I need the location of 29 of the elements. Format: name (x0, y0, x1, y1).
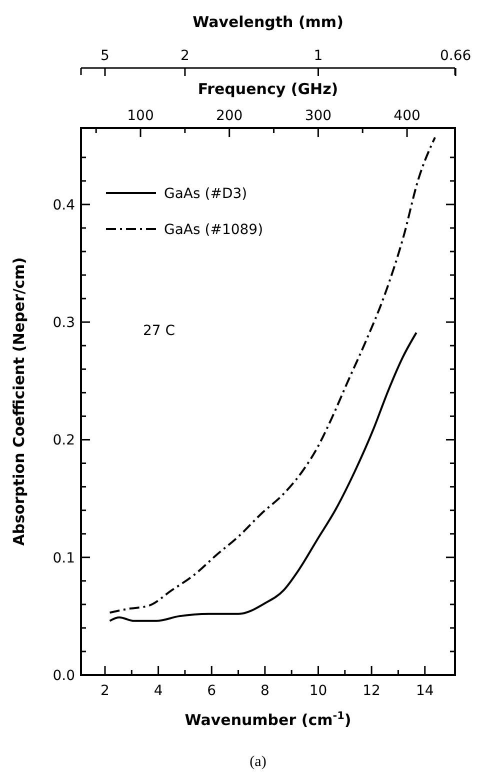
line-series (108, 136, 436, 614)
y-tick-label: 0.1 (52, 550, 75, 566)
x2-tick-label: 400 (394, 108, 420, 124)
x-axis-title: Wavenumber (cm$^{-1}$) (184, 710, 352, 729)
text: 5 (100, 48, 110, 64)
y-tick-label: 0.3 (52, 315, 75, 332)
legend-label: GaAs (#1089) (164, 222, 264, 238)
y-axis-title: Absorption Coefficient (Neper/cm) (10, 257, 28, 546)
legend-label: GaAs (#D3) (164, 186, 248, 202)
x-tick-label: 12 (362, 683, 380, 699)
y-tick-label: 0.4 (52, 197, 76, 214)
y-tick-label: 0.0 (52, 668, 75, 684)
text: 2 (180, 48, 190, 64)
x2-tick-label: 300 (304, 108, 332, 124)
x-tick-label: 2 (100, 683, 110, 699)
x-tick-label: 14 (416, 683, 434, 699)
x-tick-label: 4 (154, 683, 163, 699)
x-tick-label: 10 (309, 683, 328, 699)
annotation: 27 C (143, 323, 176, 339)
text: 1 (314, 48, 323, 64)
text: 0.66 (440, 48, 472, 64)
text: (a) (250, 754, 266, 770)
x2-tick-label: 100 (127, 108, 154, 124)
x2-axis-title: Frequency (GHz) (198, 80, 338, 98)
x-tick-label: 8 (260, 683, 270, 699)
y-tick-label: 0.2 (52, 432, 75, 449)
chart-title: Wavelength (mm) (192, 13, 344, 31)
x2-tick-label: 200 (216, 108, 243, 124)
x-tick-label: 6 (207, 683, 216, 699)
